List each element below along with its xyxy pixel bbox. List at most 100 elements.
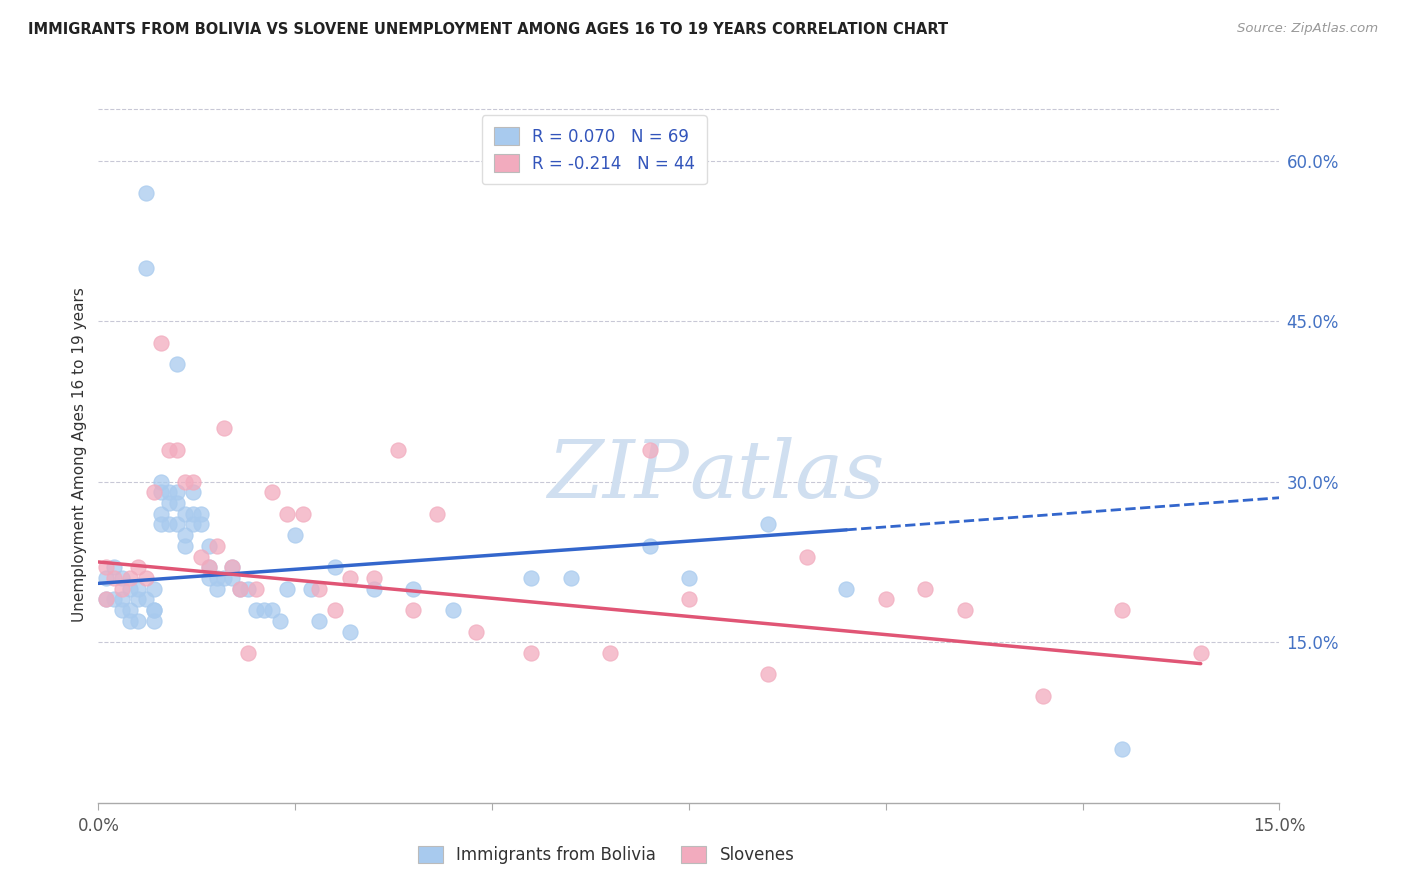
Point <box>127 592 149 607</box>
Point <box>166 517 188 532</box>
Point <box>1111 742 1133 756</box>
Point <box>111 603 134 617</box>
Point <box>796 549 818 564</box>
Point <box>236 646 259 660</box>
Text: Source: ZipAtlas.com: Source: ZipAtlas.com <box>1237 22 1378 36</box>
Point <box>174 507 197 521</box>
Point <box>402 603 425 617</box>
Point <box>1189 646 1212 660</box>
Point <box>236 582 259 596</box>
Point <box>308 614 330 628</box>
Point <box>111 582 134 596</box>
Point <box>308 582 330 596</box>
Point <box>181 485 204 500</box>
Point <box>96 571 118 585</box>
Point <box>166 357 188 371</box>
Text: atlas: atlas <box>689 437 884 515</box>
Point <box>157 517 180 532</box>
Point <box>127 560 149 574</box>
Point <box>599 646 621 660</box>
Point <box>299 582 322 596</box>
Point <box>402 582 425 596</box>
Point <box>166 442 188 457</box>
Point <box>221 571 243 585</box>
Point <box>142 603 165 617</box>
Point <box>284 528 307 542</box>
Point <box>197 571 219 585</box>
Point <box>127 582 149 596</box>
Point <box>520 571 543 585</box>
Point <box>150 335 173 350</box>
Point <box>339 624 361 639</box>
Point <box>103 571 125 585</box>
Point <box>221 560 243 574</box>
Point <box>221 560 243 574</box>
Point <box>678 571 700 585</box>
Point <box>174 539 197 553</box>
Point <box>111 571 134 585</box>
Point <box>118 614 141 628</box>
Point <box>157 485 180 500</box>
Point <box>756 667 779 681</box>
Point <box>387 442 409 457</box>
Point <box>953 603 976 617</box>
Point <box>638 539 661 553</box>
Point <box>135 186 157 200</box>
Point <box>229 582 252 596</box>
Point <box>181 517 204 532</box>
Point <box>197 560 219 574</box>
Point <box>269 614 291 628</box>
Point <box>214 571 236 585</box>
Point <box>253 603 276 617</box>
Point <box>118 603 141 617</box>
Point <box>678 592 700 607</box>
Point <box>118 582 141 596</box>
Point <box>1111 603 1133 617</box>
Point <box>174 475 197 489</box>
Point <box>1032 689 1054 703</box>
Point <box>339 571 361 585</box>
Point <box>205 539 228 553</box>
Point <box>166 496 188 510</box>
Point <box>142 485 165 500</box>
Point <box>181 507 204 521</box>
Point <box>875 592 897 607</box>
Point <box>111 592 134 607</box>
Point <box>323 560 346 574</box>
Point <box>142 603 165 617</box>
Point <box>103 592 125 607</box>
Point <box>150 485 173 500</box>
Point <box>142 582 165 596</box>
Point <box>441 603 464 617</box>
Point <box>190 507 212 521</box>
Point <box>118 571 141 585</box>
Point <box>560 571 582 585</box>
Point <box>323 603 346 617</box>
Point <box>260 485 283 500</box>
Point <box>135 260 157 275</box>
Point <box>426 507 449 521</box>
Point <box>245 603 267 617</box>
Point <box>135 592 157 607</box>
Point <box>205 571 228 585</box>
Point <box>127 614 149 628</box>
Point <box>465 624 488 639</box>
Point <box>157 496 180 510</box>
Point <box>835 582 858 596</box>
Point <box>157 442 180 457</box>
Point <box>197 560 219 574</box>
Point <box>363 582 385 596</box>
Point <box>756 517 779 532</box>
Point <box>260 603 283 617</box>
Point <box>181 475 204 489</box>
Text: IMMIGRANTS FROM BOLIVIA VS SLOVENE UNEMPLOYMENT AMONG AGES 16 TO 19 YEARS CORREL: IMMIGRANTS FROM BOLIVIA VS SLOVENE UNEMP… <box>28 22 948 37</box>
Point <box>214 421 236 435</box>
Point <box>96 592 118 607</box>
Point <box>638 442 661 457</box>
Point <box>150 507 173 521</box>
Point <box>150 517 173 532</box>
Point <box>520 646 543 660</box>
Point <box>292 507 315 521</box>
Point <box>276 507 298 521</box>
Point <box>205 582 228 596</box>
